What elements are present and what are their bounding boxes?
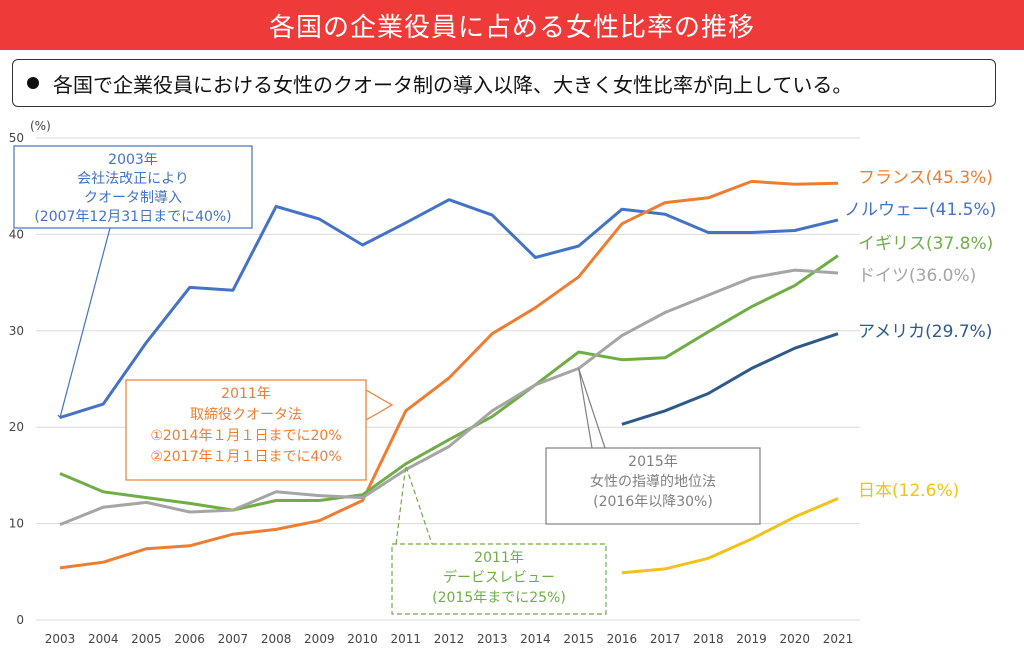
x-tick-label: 2003: [45, 632, 76, 646]
y-tick-label: 0: [16, 613, 24, 627]
x-tick-label: 2016: [607, 632, 638, 646]
annotation-text: 取締役クオータ法: [190, 406, 302, 423]
annotation-box: [545, 447, 761, 525]
y-tick-label: 50: [9, 131, 24, 145]
x-tick-label: 2004: [88, 632, 119, 646]
x-tick-label: 2015: [563, 632, 594, 646]
series-line-ドイツ: [59, 268, 839, 526]
x-tick-label: 2008: [261, 632, 292, 646]
y-tick-label: 20: [9, 420, 24, 434]
annotation-text: 2011年: [474, 550, 524, 566]
x-tick-label: 2005: [131, 632, 162, 646]
x-tick-label: 2021: [823, 632, 854, 646]
annotation-box: [391, 543, 607, 615]
annotation-box: [13, 145, 253, 229]
annotation-text: 会社法改正により: [77, 171, 189, 187]
x-tick-label: 2012: [434, 632, 465, 646]
annotation-text: (2015年までに25%): [432, 590, 566, 606]
annotation-text: ②2017年１月１日までに40%: [150, 449, 341, 465]
annotation-pointer: [365, 388, 394, 422]
y-tick-label: 30: [9, 324, 24, 338]
x-tick-label: 2009: [304, 632, 335, 646]
series-end-label: 日本(12.6%): [858, 481, 959, 501]
annotation-text: (2007年12月31日までに40%): [34, 209, 231, 225]
x-tick-label: 2018: [693, 632, 724, 646]
annotation-text: デービスレビュー: [443, 569, 555, 586]
series-line-フランス: [59, 179, 839, 570]
annotation-text: クオータ制導入: [84, 190, 182, 206]
annotation-text: 2011年: [221, 386, 271, 402]
page-title: 各国の企業役員に占める女性比率の推移: [0, 0, 1024, 50]
series-end-label: イギリス(37.8%): [858, 234, 993, 254]
series-line-ノルウェー: [59, 198, 839, 420]
annotation-text: (2016年以降30%): [593, 494, 713, 510]
y-tick-label: 40: [9, 227, 24, 241]
x-tick-label: 2010: [347, 632, 378, 646]
annotation-text: 2003年: [108, 152, 158, 168]
y-tick-label: 10: [9, 517, 24, 531]
series-line-日本: [621, 497, 839, 575]
annotation-text: 女性の指導的地位法: [590, 473, 716, 490]
annotation-text: 2015年: [628, 454, 678, 470]
annotation-pointer: [395, 465, 433, 545]
series-end-label: アメリカ(29.7%): [858, 322, 992, 342]
x-tick-label: 2013: [477, 632, 508, 646]
bullet-icon: [27, 77, 39, 89]
summary-text: 各国で企業役員における女性のクオータ制の導入以降、大きく女性比率が向上している。: [53, 72, 853, 97]
series-end-label: ノルウェー(41.5%): [844, 200, 996, 220]
annotation-pointer: [578, 368, 606, 449]
annotation-text: ①2014年１月１日までに20%: [150, 428, 341, 444]
series-line-アメリカ: [621, 332, 839, 426]
x-tick-label: 2007: [218, 632, 249, 646]
x-tick-label: 2019: [736, 632, 767, 646]
summary-box: 各国で企業役員における女性のクオータ制の導入以降、大きく女性比率が向上している。: [12, 59, 996, 107]
x-tick-label: 2017: [650, 632, 681, 646]
x-tick-label: 2020: [780, 632, 811, 646]
series-end-label: ドイツ(36.0%): [858, 266, 976, 286]
x-tick-label: 2014: [520, 632, 551, 646]
annotation-pointer: [57, 227, 111, 419]
series-end-label: フランス(45.3%): [858, 168, 993, 188]
x-tick-label: 2006: [174, 632, 205, 646]
series-line-イギリス: [59, 254, 839, 512]
y-axis-label: (%): [30, 119, 51, 133]
annotation-box: [125, 379, 367, 481]
x-tick-label: 2011: [391, 632, 422, 646]
